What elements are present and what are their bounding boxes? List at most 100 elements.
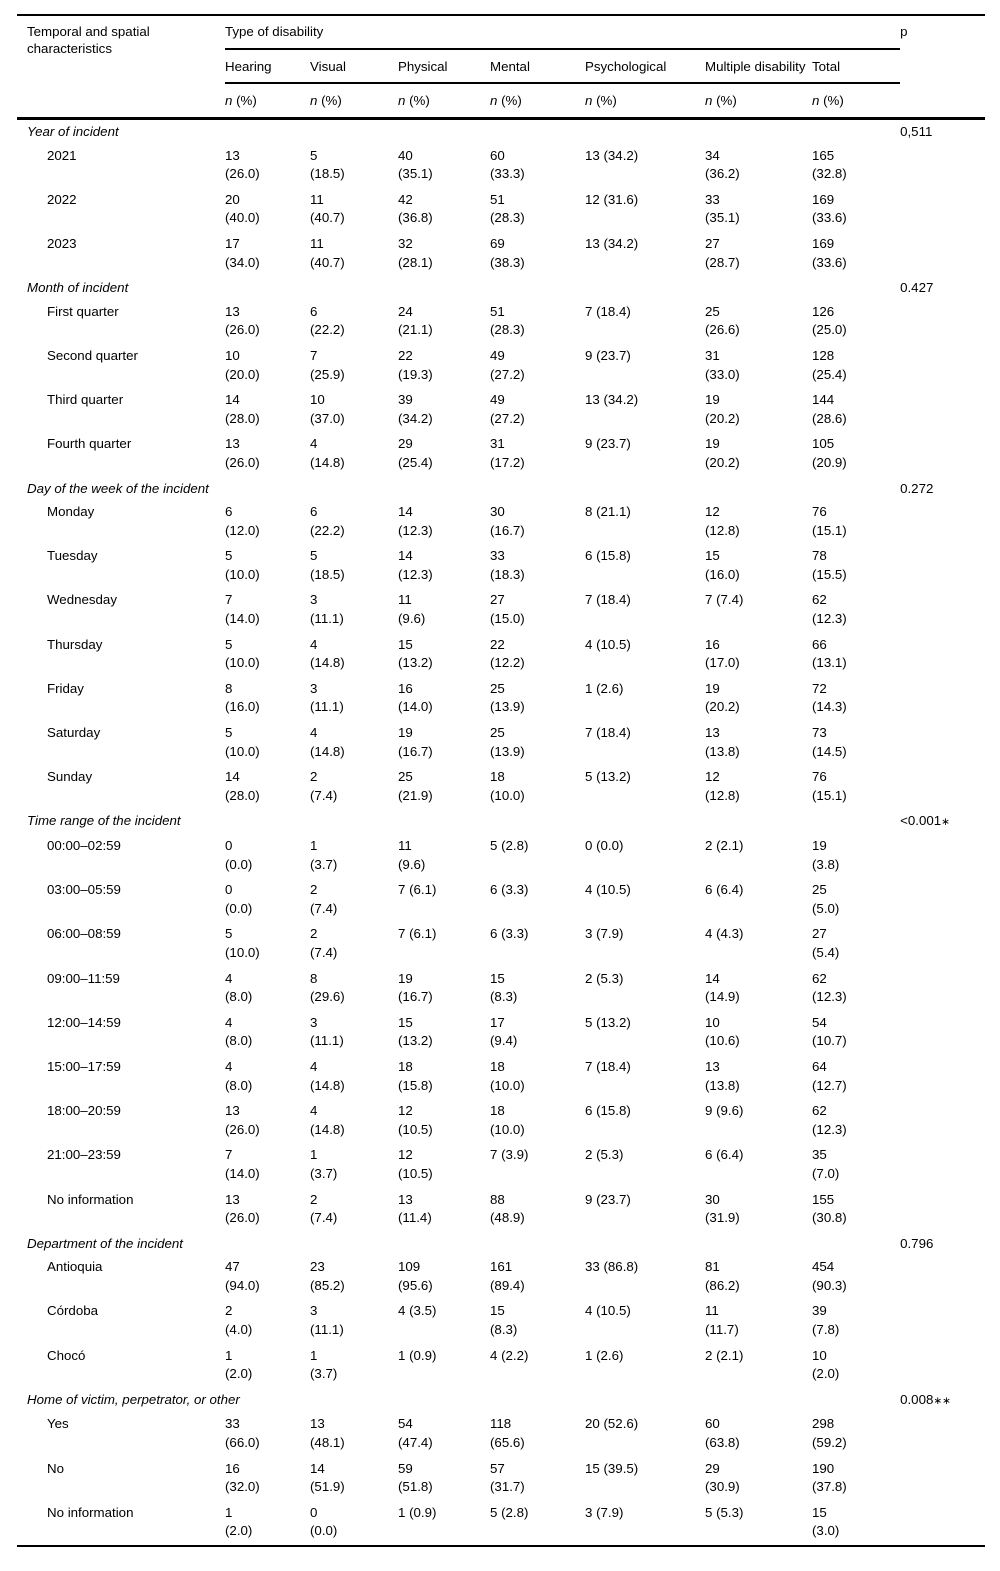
table-cell: 10 (10.6) bbox=[705, 1014, 740, 1049]
table-cell: 22 (19.3) bbox=[398, 347, 433, 382]
table-cell: 13 (48.1) bbox=[310, 1416, 345, 1451]
table-cell: 8 (16.0) bbox=[225, 680, 260, 715]
table-row: Tuesday 5 (10.0) 5 (18.5) 14 (12.3) 33 (18.3… bbox=[17, 544, 985, 588]
table-cell: 1 (2.0) bbox=[225, 1347, 253, 1382]
table-cell: 6 (12.0) bbox=[225, 504, 260, 538]
table-cell: 69 (38.3) bbox=[490, 235, 525, 270]
table-cell: 7 (3.9) bbox=[490, 1147, 529, 1163]
table-cell: 15 (3.0) bbox=[812, 1504, 840, 1539]
row-label: 12:00–14:59 bbox=[47, 1014, 121, 1030]
section-label: Time range of the incident bbox=[27, 813, 181, 829]
p-cell-empty bbox=[900, 1255, 985, 1299]
table-header: Temporal and spatial characteristics Typ… bbox=[17, 15, 986, 120]
table-row: Second quarter 10 (20.0) 7 (25.9) 22 (19.3)… bbox=[17, 344, 985, 388]
p-cell-empty bbox=[900, 834, 985, 878]
table-cell: 6 (22.2) bbox=[310, 303, 345, 338]
table-cell: 10 (2.0) bbox=[812, 1347, 840, 1382]
table-cell: 13 (34.2) bbox=[585, 147, 639, 163]
table-cell: 2 (2.1) bbox=[705, 838, 744, 853]
table-cell: 9 (9.6) bbox=[705, 1103, 744, 1119]
row-label: No information bbox=[47, 1504, 134, 1520]
table-cell: 7 (18.4) bbox=[585, 1058, 631, 1074]
table-cell: 0 (0.0) bbox=[225, 838, 253, 872]
table-cell: 78 (15.5) bbox=[812, 548, 847, 582]
p-cell-empty bbox=[900, 388, 985, 432]
table-cell: 1 (2.6) bbox=[585, 680, 624, 696]
table-row: Córdoba 2 (4.0) 3 (11.1) 4 (3.5) 15 (8.3) 4 (… bbox=[17, 1299, 985, 1343]
table-cell: 13 (34.2) bbox=[585, 392, 639, 408]
n-symbol: n bbox=[585, 92, 593, 108]
table-cell: 25 (13.9) bbox=[490, 680, 525, 715]
table-cell: 64 (12.7) bbox=[812, 1058, 847, 1093]
significance-asterisk: ∗∗ bbox=[933, 1394, 951, 1407]
row-label: Friday bbox=[47, 680, 84, 696]
table-cell: 1 (3.7) bbox=[310, 838, 338, 872]
table-cell: 25 (26.6) bbox=[705, 303, 740, 338]
table-cell: 128 (25.4) bbox=[812, 347, 847, 382]
table-cell: 7 (18.4) bbox=[585, 592, 631, 608]
table-cell: 4 (10.5) bbox=[585, 882, 631, 898]
table-cell: 81 (86.2) bbox=[705, 1259, 740, 1293]
table-row: Yes 33 (66.0) 13 (48.1) 54 (47.4) 118 (65.6)… bbox=[17, 1412, 985, 1456]
column-header: Hearing bbox=[225, 49, 310, 84]
table-cell: 16 (14.0) bbox=[398, 680, 433, 715]
table-row: Saturday 5 (10.0) 4 (14.8) 19 (16.7) 25 (13.… bbox=[17, 721, 985, 765]
table-cell: 8 (21.1) bbox=[585, 504, 631, 520]
table-cell: 60 (33.3) bbox=[490, 147, 525, 182]
row-label: 2022 bbox=[47, 191, 77, 207]
table-cell: 25 (13.9) bbox=[490, 725, 525, 759]
table-cell: 7 (7.4) bbox=[705, 592, 744, 608]
p-cell-empty bbox=[900, 144, 985, 188]
p-cell-empty bbox=[900, 1299, 985, 1343]
p-cell-empty bbox=[900, 432, 985, 476]
row-label: 00:00–02:59 bbox=[47, 838, 121, 853]
table-cell: 161 (89.4) bbox=[490, 1259, 525, 1293]
table-cell: 0 (0.0) bbox=[310, 1504, 338, 1539]
row-label: Thursday bbox=[47, 636, 103, 652]
table-cell: 25 (21.9) bbox=[398, 769, 433, 803]
table-cell: 10 (20.0) bbox=[225, 347, 260, 382]
table-cell: 169 (33.6) bbox=[812, 191, 847, 226]
table-row: Sunday 14 (28.0) 2 (7.4) 25 (21.9) 18 (10.0)… bbox=[17, 765, 985, 809]
table-cell: 60 (63.8) bbox=[705, 1416, 740, 1451]
table-cell: 34 (36.2) bbox=[705, 147, 740, 182]
table-cell: 9 (23.7) bbox=[585, 347, 631, 363]
table-row: 00:00–02:59 0 (0.0) 1 (3.7) 11 (9.6) 5 (2.8)… bbox=[17, 834, 985, 878]
section-row: Year of incident 0,511 bbox=[17, 119, 985, 144]
n-symbol: n bbox=[705, 92, 713, 108]
table-cell: 3 (11.1) bbox=[310, 680, 344, 715]
table-cell: 16 (32.0) bbox=[225, 1460, 260, 1495]
table-row: No 16 (32.0) 14 (51.9) 59 (51.8) 57 (31.7) 15… bbox=[17, 1457, 985, 1501]
table-cell: 57 (31.7) bbox=[490, 1460, 525, 1495]
p-cell-empty bbox=[900, 344, 985, 388]
subheader-cell: n (%) bbox=[585, 82, 705, 120]
table-cell: 16 (17.0) bbox=[705, 636, 740, 671]
row-label: No bbox=[47, 1460, 64, 1476]
table-cell: 14 (28.0) bbox=[225, 769, 260, 803]
row-label: Antioquia bbox=[47, 1259, 103, 1275]
p-cell-empty bbox=[900, 1188, 985, 1232]
table-cell: 4 (8.0) bbox=[225, 1058, 253, 1093]
row-label: Fourth quarter bbox=[47, 436, 132, 452]
p-cell-empty bbox=[900, 1055, 985, 1099]
section-label: Month of incident bbox=[27, 280, 129, 296]
table-cell: 19 (20.2) bbox=[705, 436, 740, 470]
table-cell: 109 (95.6) bbox=[398, 1259, 433, 1293]
table-cell: 169 (33.6) bbox=[812, 235, 847, 270]
row-label: Córdoba bbox=[47, 1303, 99, 1319]
table-cell: 1 (0.9) bbox=[398, 1504, 437, 1520]
table-row: No information 13 (26.0) 2 (7.4) 13 (11.4) 8… bbox=[17, 1188, 985, 1232]
table-cell: 7 (6.1) bbox=[398, 882, 437, 898]
table-cell: 27 (15.0) bbox=[490, 592, 525, 627]
p-value: 0.796 bbox=[900, 1235, 934, 1251]
table-cell: 4 (14.8) bbox=[310, 725, 345, 759]
table-cell: 27 (28.7) bbox=[705, 235, 740, 270]
table-cell: 54 (47.4) bbox=[398, 1416, 433, 1451]
table-cell: 6 (3.3) bbox=[490, 882, 529, 898]
subheader-cell: n (%) bbox=[398, 82, 490, 120]
table-cell: 13 (13.8) bbox=[705, 725, 740, 759]
table-cell: 18 (10.0) bbox=[490, 769, 525, 803]
table-cell: 23 (85.2) bbox=[310, 1259, 345, 1293]
table-cell: 14 (14.9) bbox=[705, 970, 740, 1005]
row-label: Sunday bbox=[47, 769, 93, 785]
